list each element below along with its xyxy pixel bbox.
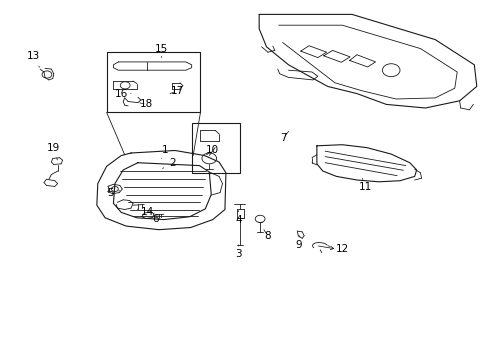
Text: 18: 18 (140, 99, 153, 109)
Text: 4: 4 (235, 211, 242, 225)
Text: 12: 12 (327, 244, 348, 254)
Text: 7: 7 (280, 131, 288, 143)
Text: 19: 19 (47, 143, 61, 160)
Text: 6: 6 (146, 214, 159, 224)
Text: 2: 2 (162, 158, 175, 168)
Text: 8: 8 (264, 230, 271, 241)
Text: 16: 16 (114, 89, 131, 99)
Text: 10: 10 (206, 145, 219, 156)
Text: 9: 9 (294, 236, 301, 250)
Text: 14: 14 (137, 207, 154, 217)
Text: 13: 13 (26, 51, 40, 67)
Text: 3: 3 (235, 245, 242, 259)
Text: 15: 15 (154, 44, 168, 58)
Text: 17: 17 (170, 86, 183, 96)
Bar (191, 123, 239, 173)
Text: 5: 5 (106, 188, 120, 198)
Text: 1: 1 (161, 145, 168, 158)
Text: 11: 11 (358, 179, 372, 192)
Bar (106, 52, 200, 112)
